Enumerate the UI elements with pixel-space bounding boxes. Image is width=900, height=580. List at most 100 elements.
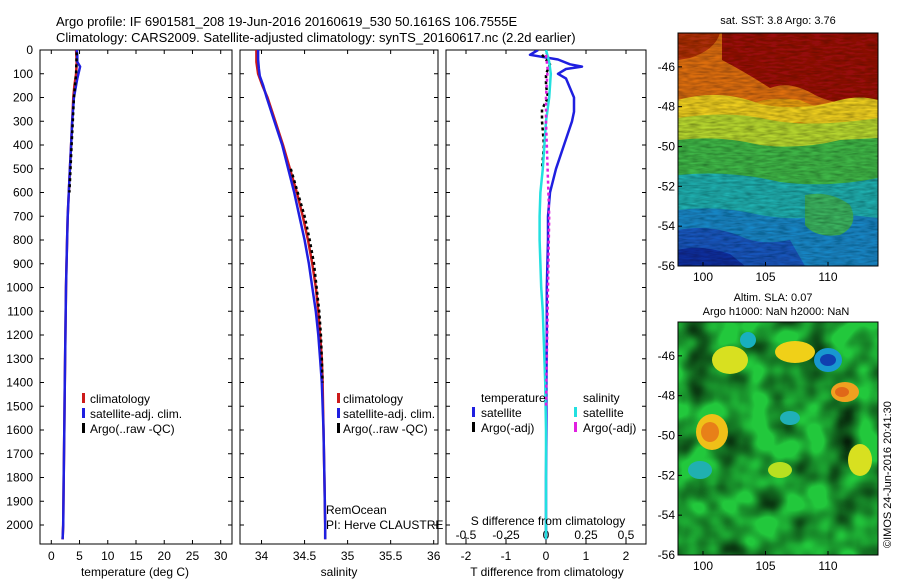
sla-map: Altim. SLA: 0.07 Argo h1000: NaN h2000: … xyxy=(658,292,879,573)
sst-lon-axis: 100 105 110 xyxy=(693,262,838,284)
s-difference-label: S difference from climatology xyxy=(471,514,626,528)
sst-field xyxy=(678,33,878,266)
s-diff-tick-label: -0.25 xyxy=(492,528,520,542)
depth-tick-label: 1100 xyxy=(7,304,33,318)
temperature-panel: 0100200300400500600700800900100011001200… xyxy=(6,43,233,579)
depth-tick-label: 1400 xyxy=(6,376,33,390)
sla-map-frame xyxy=(677,321,879,556)
legend-label-t-argo: Argo(-adj) xyxy=(481,421,534,435)
legend-label-s-argo: Argo(-adj) xyxy=(583,421,636,435)
legend-label-satellite: satellite-adj. clim. xyxy=(90,407,182,421)
depth-tick-label: 900 xyxy=(13,257,33,271)
s-diff-tick-label: 0.5 xyxy=(618,528,635,542)
x-tick-label: 5 xyxy=(76,549,83,563)
lat-tick-label: -48 xyxy=(658,389,676,403)
x-tick-label: 35 xyxy=(341,549,355,563)
lat-tick-label: -52 xyxy=(658,468,676,482)
difference-panel: -2 -1 0 1 2 -0.5 -0.25 0 0.25 0.5 T difference f… xyxy=(445,49,647,579)
legend-title-temperature: temperature xyxy=(481,391,546,405)
legend-swatch-satellite xyxy=(337,408,340,418)
figure-title: Argo profile: IF 6901581_208 19-Jun-2016… xyxy=(56,14,517,29)
depth-tick-label: 1600 xyxy=(6,423,33,437)
depth-tick-label: 1900 xyxy=(6,494,33,508)
x-tick-label: 0 xyxy=(48,549,55,563)
sla-map-title-line2: Argo h1000: NaN h2000: NaN xyxy=(703,306,850,318)
series-line xyxy=(528,50,584,540)
depth-ticks-difference xyxy=(446,49,646,526)
x-tick-label: 30 xyxy=(214,549,228,563)
depth-tick-label: 500 xyxy=(13,162,33,176)
depth-tick-label: 0 xyxy=(26,43,33,57)
lon-tick-label: 110 xyxy=(818,270,837,284)
salinity-series-lines xyxy=(255,50,327,540)
lat-tick-label: -54 xyxy=(658,219,676,233)
salinity-xlabel: salinity xyxy=(321,565,358,579)
difference-series-lines xyxy=(528,50,584,540)
salinity-panel: 34 34.5 35 35.5 36 salinity climatology sate… xyxy=(239,49,443,579)
depth-tick-label: 200 xyxy=(13,91,33,105)
sla-lat-axis: -46 -48 -50 -52 -54 -56 xyxy=(658,349,682,562)
x-tick-label: 15 xyxy=(129,549,143,563)
legend-label-climatology: climatology xyxy=(90,392,150,406)
x-tick-label: 35.5 xyxy=(379,549,403,563)
sla-map-title-line1: Altim. SLA: 0.07 xyxy=(734,292,813,304)
depth-tick-label: 1500 xyxy=(6,399,33,413)
series-line xyxy=(256,50,327,540)
x-tick-label: 0 xyxy=(543,549,550,563)
depth-tick-label: 1200 xyxy=(6,328,33,342)
series-line xyxy=(255,50,327,540)
x-tick-label: 25 xyxy=(186,549,200,563)
imos-credit: ©IMOS 24-Jun-2016 20:41:30 xyxy=(882,401,894,548)
legend-label-argo: Argo(..raw -QC) xyxy=(343,422,428,436)
salinity-x-axis: 34 34.5 35 35.5 36 xyxy=(255,50,441,563)
lat-tick-label: -48 xyxy=(658,100,676,114)
x-tick-label: 34.5 xyxy=(293,549,317,563)
depth-tick-label: 100 xyxy=(13,67,33,81)
depth-tick-label: 1700 xyxy=(6,447,33,461)
sst-lat-axis: -46 -48 -50 -52 -54 -56 xyxy=(658,60,682,273)
lat-tick-label: -50 xyxy=(658,429,676,443)
sla-lon-axis: 100 105 110 xyxy=(693,551,838,573)
salinity-legend: climatology satellite-adj. clim. Argo(..… xyxy=(337,392,435,436)
legend-swatch-s-argo xyxy=(574,422,577,432)
legend-swatch-satellite xyxy=(82,408,85,418)
x-tick-label: -1 xyxy=(501,549,512,563)
lat-tick-label: -46 xyxy=(658,349,676,363)
depth-tick-label: 1800 xyxy=(6,471,33,485)
lat-tick-label: -56 xyxy=(658,548,676,562)
lat-tick-label: -46 xyxy=(658,60,676,74)
depth-tick-label: 700 xyxy=(13,209,33,223)
x-tick-label: -2 xyxy=(461,549,472,563)
depth-axis-temperature: 0 100 200 300 400 500 600 700 800 900 1000 1100 1200… xyxy=(6,43,232,532)
sst-map-frame xyxy=(677,32,879,267)
legend-title-salinity: salinity xyxy=(583,391,620,405)
depth-tick-label: 1300 xyxy=(6,352,33,366)
legend-label-t-satellite: satellite xyxy=(481,406,522,420)
t-difference-xlabel: T difference from climatology xyxy=(470,565,624,579)
lon-tick-label: 100 xyxy=(693,270,713,284)
lon-tick-label: 100 xyxy=(693,559,713,573)
lon-tick-label: 105 xyxy=(755,270,775,284)
x-tick-label: 34 xyxy=(255,549,269,563)
lat-tick-label: -54 xyxy=(658,508,676,522)
s-diff-tick-label: -0.5 xyxy=(456,528,477,542)
legend-swatch-t-satellite xyxy=(472,407,475,417)
legend-swatch-climatology xyxy=(82,393,85,403)
lon-tick-label: 105 xyxy=(755,559,775,573)
legend-swatch-argo xyxy=(82,423,85,433)
legend-swatch-climatology xyxy=(337,393,340,403)
s-diff-tick-label: 0.25 xyxy=(574,528,598,542)
legend-swatch-s-satellite xyxy=(574,407,577,417)
lon-tick-label: 110 xyxy=(818,559,837,573)
temperature-legend: climatology satellite-adj. clim. Argo(..… xyxy=(82,392,182,436)
program-annotation: RemOcean xyxy=(326,503,387,517)
pi-annotation: PI: Herve CLAUSTRE xyxy=(326,518,443,532)
depth-tick-label: 1000 xyxy=(6,281,33,295)
depth-tick-label: 800 xyxy=(13,233,33,247)
salinity-plot-frame xyxy=(239,49,439,545)
difference-legend: temperature salinity satellite Argo(-adj… xyxy=(472,391,636,435)
legend-label-satellite: satellite-adj. clim. xyxy=(343,407,435,421)
lat-tick-label: -52 xyxy=(658,179,676,193)
x-tick-label: 2 xyxy=(623,549,630,563)
